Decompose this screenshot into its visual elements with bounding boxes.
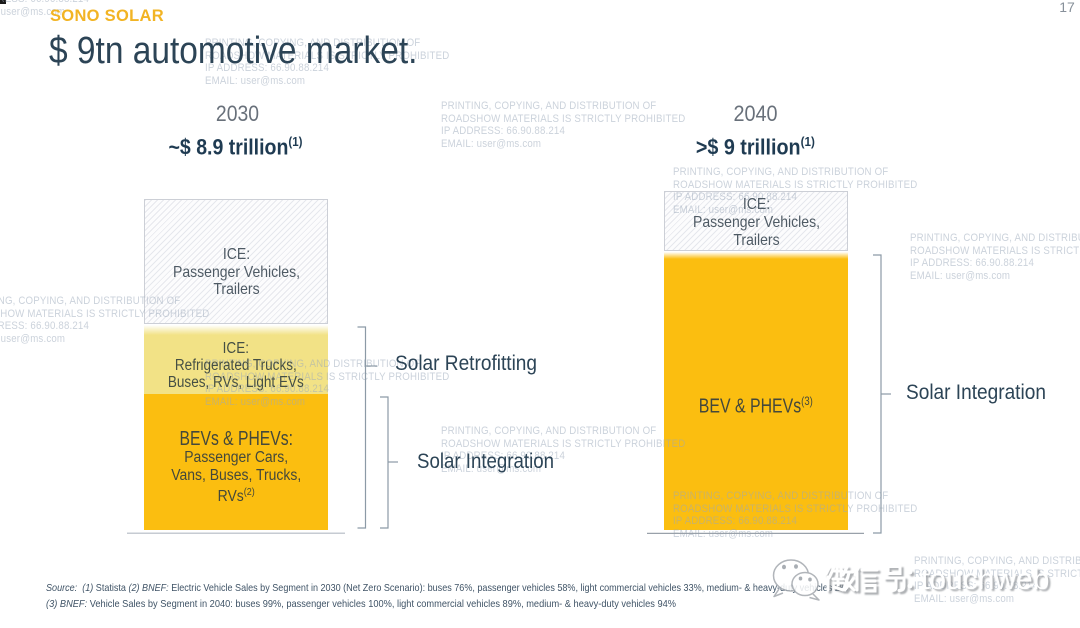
svg-text:touchweb: touchweb: [923, 565, 1051, 598]
svg-text:touchweb: touchweb: [921, 563, 1049, 596]
